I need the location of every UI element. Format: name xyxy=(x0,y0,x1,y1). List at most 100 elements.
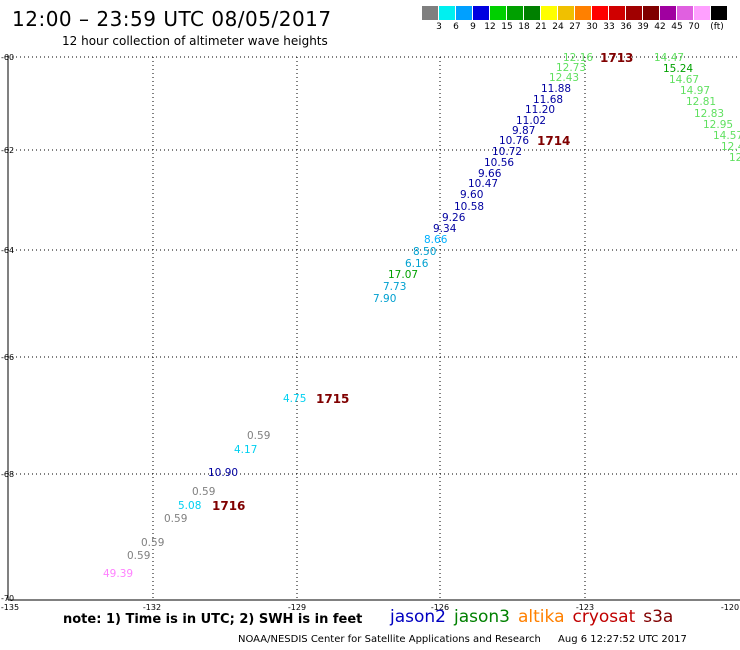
track-label: 1716 xyxy=(212,499,245,513)
legend-swatch xyxy=(575,6,592,20)
wave-height-reading: 0.59 xyxy=(192,486,215,498)
legend-label: 42 xyxy=(654,22,666,32)
wave-height-reading: 12.81 xyxy=(686,96,716,108)
legend-swatch xyxy=(422,6,439,20)
wave-height-reading: 5.08 xyxy=(178,500,201,512)
wave-height-reading: 10.72 xyxy=(492,146,522,158)
legend-label: 6 xyxy=(453,22,459,32)
color-legend: 3 6 9 12 15 18 21 24 27 30 33 36 39 42 45 70 (ft) xyxy=(422,6,740,32)
wave-height-reading: 6.16 xyxy=(405,258,429,270)
legend-label: 12 xyxy=(484,22,496,32)
track-label: 1714 xyxy=(537,134,570,148)
legend-swatch xyxy=(541,6,558,20)
wave-height-reading: 9.87 xyxy=(512,125,535,137)
wave-height-reading: 10.47 xyxy=(468,178,498,190)
wave-height-reading: 9.60 xyxy=(460,189,483,201)
legend-label: (ft) xyxy=(710,22,724,32)
legend-swatch xyxy=(643,6,660,20)
legend-swatch xyxy=(456,6,473,20)
lon-label: -129 xyxy=(288,603,306,610)
legend-swatch xyxy=(711,6,728,20)
legend-label: 24 xyxy=(552,22,564,32)
wave-height-reading: 14.57 xyxy=(713,130,740,142)
lat-label: -68 xyxy=(1,470,14,479)
satellite-altika: altika xyxy=(518,607,565,627)
legend-label: 18 xyxy=(518,22,530,32)
wave-height-reading: 0.59 xyxy=(127,550,150,562)
wave-height-reading: 15.24 xyxy=(663,63,693,75)
wave-height-reading: 11.02 xyxy=(516,115,546,127)
legend-swatch xyxy=(626,6,643,20)
legend-label: 45 xyxy=(671,22,683,32)
wave-height-reading: 12.43 xyxy=(549,72,579,84)
wave-height-reading: 9.34 xyxy=(433,223,457,235)
wave-height-reading: 0.59 xyxy=(141,537,164,549)
legend-swatch xyxy=(694,6,711,20)
track-label: 1715 xyxy=(316,392,349,406)
lat-label: -62 xyxy=(1,146,14,155)
lat-label: -64 xyxy=(1,246,14,255)
wave-height-reading: 0.59 xyxy=(247,430,270,442)
legend-label: 9 xyxy=(470,22,476,32)
wave-height-reading: 8.66 xyxy=(424,234,448,246)
wave-height-reading: 12.16 xyxy=(563,52,593,64)
satellite-legend: jason2 jason3 altika cryosat s3a xyxy=(390,607,681,627)
wave-height-reading: 49.39 xyxy=(103,568,133,580)
wave-height-reading: 0.59 xyxy=(164,513,187,525)
lon-label: -132 xyxy=(143,603,161,610)
wave-height-reading: 12.83 xyxy=(694,108,724,120)
legend-swatch xyxy=(507,6,524,20)
wave-height-reading: 12.73 xyxy=(556,62,586,74)
wave-height-reading: 7.73 xyxy=(383,281,406,293)
legend-swatch xyxy=(524,6,541,20)
footer: NOAA/NESDIS Center for Satellite Applica… xyxy=(238,634,687,645)
legend-label: 30 xyxy=(586,22,598,32)
legend-label: 39 xyxy=(637,22,649,32)
page-subtitle: 12 hour collection of altimeter wave hei… xyxy=(62,34,328,48)
legend-swatch xyxy=(660,6,677,20)
wave-height-reading: 7.90 xyxy=(373,293,396,305)
wave-height-reading: 4.17 xyxy=(234,444,257,456)
legend-swatch xyxy=(558,6,575,20)
lon-label: -120 xyxy=(721,603,739,610)
wave-height-reading: 11.20 xyxy=(525,104,555,116)
track-label: 1713 xyxy=(600,51,633,65)
satellite-s3a: s3a xyxy=(643,607,674,627)
lon-label: -126 xyxy=(431,603,449,610)
satellite-cryosat: cryosat xyxy=(572,607,636,627)
lon-label: -123 xyxy=(576,603,594,610)
legend-swatch xyxy=(439,6,456,20)
wave-height-reading: 10.58 xyxy=(454,201,484,213)
legend-label: 3 xyxy=(436,22,442,32)
legend-label: 36 xyxy=(620,22,632,32)
legend-label: 27 xyxy=(569,22,581,32)
wave-height-reading: 12.95 xyxy=(703,119,733,131)
wave-height-reading: 4.75 xyxy=(283,393,306,405)
wave-height-reading: 8.50 xyxy=(413,246,436,258)
legend-label: 33 xyxy=(603,22,615,32)
legend-labels: 3 6 9 12 15 18 21 24 27 30 33 36 39 42 45 70 (ft) xyxy=(422,20,740,32)
lat-label: -60 xyxy=(1,53,14,62)
wave-height-reading: 17.07 xyxy=(388,269,418,281)
satellite-jason2: jason2 xyxy=(390,607,446,627)
lat-label: -66 xyxy=(1,353,14,362)
wave-height-reading: 11.68 xyxy=(533,94,563,106)
legend-swatch xyxy=(473,6,490,20)
wave-height-reading: 10.56 xyxy=(484,157,514,169)
note-text: note: 1) Time is in UTC; 2) SWH is in fe… xyxy=(63,612,363,627)
wave-height-reading: 9.26 xyxy=(442,212,466,224)
wave-height-reading: 14.67 xyxy=(669,74,699,86)
wave-height-reading: 14.47 xyxy=(654,52,684,64)
legend-swatch xyxy=(490,6,507,20)
wave-height-reading: 12.4 xyxy=(721,141,740,153)
legend-swatches xyxy=(422,6,740,20)
footer-timestamp: Aug 6 12:27:52 UTC 2017 xyxy=(558,634,687,645)
page-title: 12:00 – 23:59 UTC 08/05/2017 xyxy=(12,7,332,31)
wave-height-reading: 11.88 xyxy=(541,83,571,95)
legend-swatch xyxy=(609,6,626,20)
wave-height-reading: 10.76 xyxy=(499,135,529,147)
wave-height-reading: 12 xyxy=(729,152,740,164)
legend-label: 70 xyxy=(688,22,700,32)
wave-height-reading: 9.66 xyxy=(478,168,502,180)
satellite-jason3: jason3 xyxy=(454,607,510,627)
